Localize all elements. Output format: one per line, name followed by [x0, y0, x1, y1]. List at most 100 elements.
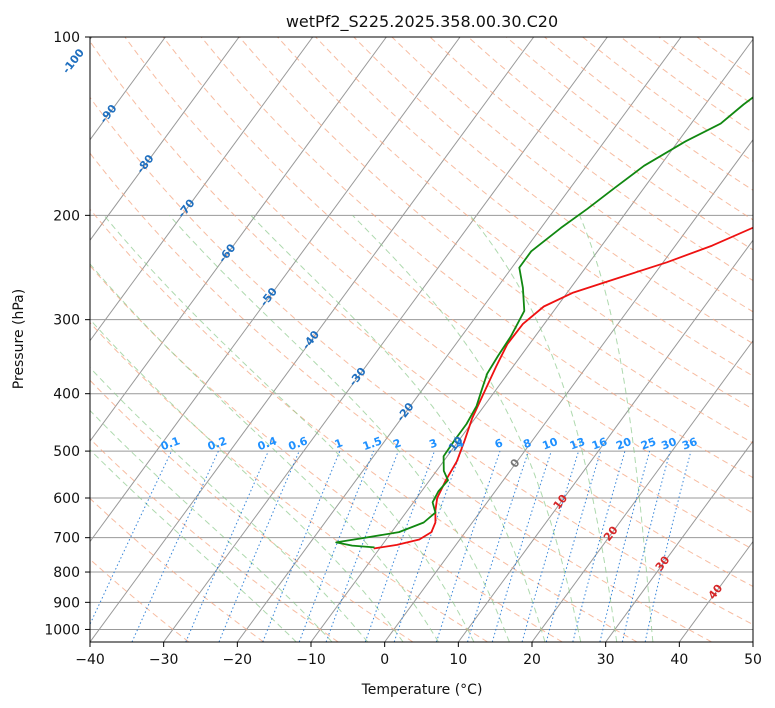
- mixing-ratio-label: 0.2: [206, 434, 229, 453]
- mixing-ratio-line: [298, 450, 375, 642]
- y-tick-label: 300: [53, 313, 80, 329]
- mixing-ratio-line: [545, 450, 602, 642]
- isotherm-label: 40: [706, 582, 726, 602]
- mixing-ratio-line: [521, 450, 580, 642]
- mixing-ratio-label: 0.6: [287, 434, 310, 453]
- mixing-ratio-label: 0.4: [256, 434, 279, 453]
- dry-adiabat: [90, 438, 339, 642]
- x-tick-label: −40: [75, 652, 105, 668]
- mixing-ratio-label: 2: [391, 436, 403, 451]
- dewpoint-profile: [335, 96, 753, 549]
- isotherm-label: -80: [134, 152, 157, 176]
- mixing-ratio-label: 16: [590, 435, 609, 453]
- x-tick-label: −20: [223, 652, 253, 668]
- mixing-ratio-line: [364, 450, 435, 642]
- dry-adiabat: [90, 321, 488, 642]
- dry-adiabat: [90, 40, 753, 588]
- isotherm-label: -90: [97, 102, 120, 126]
- mixing-ratio-label: 4: [454, 436, 466, 451]
- isotherm-label: 20: [601, 523, 621, 543]
- isotherm-label: -70: [175, 196, 198, 220]
- isotherm-line: [236, 37, 682, 642]
- mixing-ratio-label: 3: [428, 436, 440, 451]
- dry-adiabat: [90, 208, 638, 642]
- moist-adiabat: [103, 214, 475, 642]
- dry-adiabat: [90, 96, 753, 626]
- x-axis-label: Temperature (°C): [361, 682, 483, 698]
- x-tick-label: 0: [380, 652, 389, 668]
- mixing-ratio-label: 0.1: [159, 434, 182, 453]
- moist-adiabat: [90, 449, 297, 642]
- isotherm-label: 0: [508, 456, 523, 470]
- mixing-ratio-line: [90, 450, 172, 626]
- isotherm-label: 30: [653, 553, 673, 573]
- mixing-ratio-line: [599, 450, 651, 642]
- y-tick-label: 1000: [44, 622, 80, 638]
- moist-adiabat: [250, 214, 546, 642]
- moist-adiabat: [90, 263, 439, 642]
- mixing-ratio-label: 6: [493, 436, 505, 451]
- x-tick-label: 30: [597, 652, 615, 668]
- isotherm-label: 10: [551, 492, 571, 512]
- x-tick-label: −10: [296, 652, 326, 668]
- isotherm-label: -40: [300, 328, 323, 352]
- isotherm-label: -60: [216, 241, 239, 265]
- plot-frame: [89, 36, 754, 643]
- moist-adiabat: [168, 214, 510, 642]
- mixing-ratio-label: 10: [541, 435, 560, 453]
- mixing-ratio-label: 30: [660, 435, 679, 453]
- moist-adiabat: [90, 318, 404, 642]
- chart-title: wetPf2_S225.2025.358.00.30.C20: [286, 12, 558, 32]
- moist-adiabat: [469, 214, 618, 642]
- mixing-ratio-line: [393, 450, 462, 642]
- isotherm-line: [90, 37, 535, 642]
- y-tick-label: 800: [53, 565, 80, 581]
- x-tick-label: 50: [744, 652, 762, 668]
- isotherm-line: [384, 138, 753, 642]
- mixing-ratio-label: 8: [522, 436, 534, 451]
- isotherm-line: [90, 37, 387, 442]
- moist-adiabat: [90, 409, 333, 642]
- mixing-ratio-label: 25: [639, 435, 658, 452]
- moist-adiabat: [579, 215, 654, 642]
- mixing-ratio-label: 1: [333, 436, 345, 451]
- dry-adiabat: [90, 558, 190, 642]
- x-tick-label: 20: [523, 652, 541, 668]
- isotherm-line: [90, 37, 461, 543]
- moist-adiabat: [352, 214, 582, 642]
- dry-adiabat: [124, 37, 753, 550]
- y-axis-label: Pressure (hPa): [11, 289, 27, 389]
- dry-adiabat: [90, 497, 264, 642]
- mixing-ratio-line: [435, 450, 501, 642]
- dry-adiabat: [238, 37, 753, 444]
- mixing-ratio-line: [218, 450, 300, 642]
- isotherm-label: -30: [346, 365, 369, 389]
- dry-adiabat: [696, 37, 753, 78]
- dry-adiabat: [505, 37, 753, 221]
- isotherm-line: [90, 37, 314, 342]
- dry-adiabat: [162, 37, 753, 514]
- y-tick-label: 700: [53, 531, 80, 547]
- y-tick-label: 600: [53, 491, 80, 507]
- y-tick-label: 500: [53, 444, 80, 460]
- y-tick-label: 100: [53, 30, 80, 46]
- y-tick-label: 200: [53, 208, 80, 224]
- isotherm-line: [90, 37, 240, 242]
- mixing-ratio-label: 13: [568, 435, 587, 452]
- mixing-ratio-line: [491, 450, 552, 642]
- mixing-ratio-line: [572, 450, 626, 642]
- x-tick-label: −30: [149, 652, 179, 668]
- mixing-ratio-line: [467, 450, 529, 642]
- isotherm-line: [457, 239, 753, 642]
- mixing-ratio-line: [131, 450, 219, 642]
- dry-adiabat: [391, 37, 753, 313]
- dry-adiabat: [277, 37, 753, 410]
- temperature-profile: [373, 226, 753, 550]
- isotherm-label: -100: [60, 46, 87, 76]
- isotherm-line: [678, 540, 753, 642]
- dry-adiabat: [544, 37, 753, 191]
- mixing-ratio-line: [262, 450, 341, 642]
- dry-adiabat: [90, 264, 563, 642]
- mixing-ratio-label: 20: [614, 435, 633, 453]
